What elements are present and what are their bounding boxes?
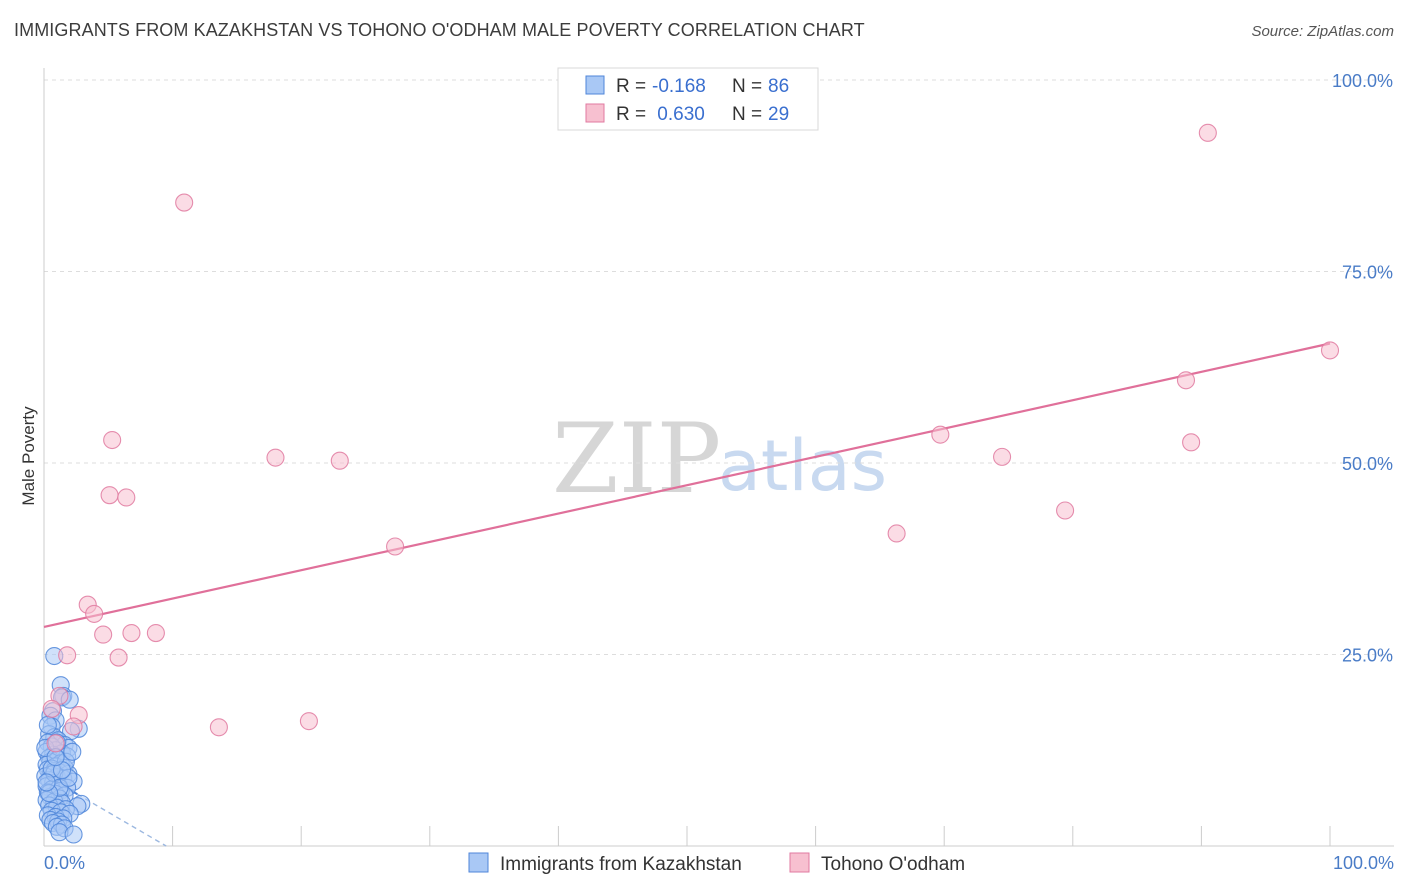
x-tick-marks [172,826,1331,846]
legend-n-label-blue: N = [732,76,762,97]
x-tick-label-min: 0.0% [44,853,85,873]
legend-r-value-blue: -0.168 [652,76,706,97]
point-pink-16 [85,604,104,623]
legend-n-label-pink: N = [732,104,762,125]
watermark-zip: ZIP [552,403,721,515]
legend-swatch-pink [585,103,605,123]
bottom-legend-label-blue: Immigrants from Kazakhstan [500,854,742,875]
watermark-atlas: atlas [718,425,887,507]
point-blue-77 [38,715,57,735]
point-pink-7 [266,448,285,467]
legend-r-label-blue: R = [616,76,646,97]
point-pink-13 [887,524,906,543]
point-pink-18 [122,624,141,643]
bottom-legend-swatch-blue [468,852,489,873]
y-tick-label-0: 25.0% [1342,646,1393,666]
point-pink-3 [1176,371,1196,390]
point-pink-0 [1198,123,1217,142]
point-pink-27 [209,718,228,737]
y-tick-label-3: 100.0% [1332,71,1393,91]
point-blue-84 [63,742,82,761]
chart-title: IMMIGRANTS FROM KAZAKHSTAN VS TOHONO O'O… [14,20,865,40]
point-blue-85 [37,773,56,792]
scatter-points [36,123,1340,844]
point-pink-1 [175,193,194,212]
point-pink-17 [94,625,113,644]
point-pink-25 [64,717,83,736]
y-tick-label-1: 50.0% [1342,454,1393,474]
x-tick-label-max: 100.0% [1333,853,1394,873]
correlation-legend: R = -0.168 N = 86 R = 0.630 N = 29 [557,67,819,131]
point-pink-21 [109,648,128,667]
y-tick-labels: 25.0% 50.0% 75.0% 100.0% [1332,71,1393,666]
series-legend: Immigrants from Kazakhstan Tohono O'odha… [468,852,965,875]
point-pink-5 [931,425,950,444]
y-tick-label-2: 75.0% [1342,263,1393,283]
trend-line-0-dashed [77,793,167,847]
legend-n-value-pink: 29 [768,104,789,125]
point-blue-72 [64,825,83,844]
bottom-legend-swatch-pink [789,852,810,873]
legend-n-value-blue: 86 [768,76,789,97]
point-pink-2 [1320,341,1340,360]
source-label: Source: ZipAtlas.com [1251,23,1394,40]
trend-line-1 [43,342,1331,628]
point-pink-20 [58,646,77,665]
legend-r-label-pink: R = [616,104,646,125]
legend-swatch-blue [585,75,605,95]
point-pink-9 [993,447,1012,466]
point-pink-23 [42,699,61,718]
y-axis-label: Male Poverty [19,406,38,506]
point-pink-19 [146,624,165,643]
point-pink-12 [1056,501,1075,520]
grid-layer [44,79,1394,655]
point-pink-14 [386,537,405,556]
point-pink-26 [299,712,318,731]
point-pink-10 [100,486,119,505]
point-pink-28 [46,734,65,753]
bottom-legend-label-pink: Tohono O'odham [821,854,965,875]
point-pink-8 [330,451,349,470]
point-pink-4 [103,430,122,450]
point-pink-6 [1182,433,1201,452]
legend-r-value-pink: 0.630 [652,104,705,125]
point-pink-11 [117,488,136,507]
